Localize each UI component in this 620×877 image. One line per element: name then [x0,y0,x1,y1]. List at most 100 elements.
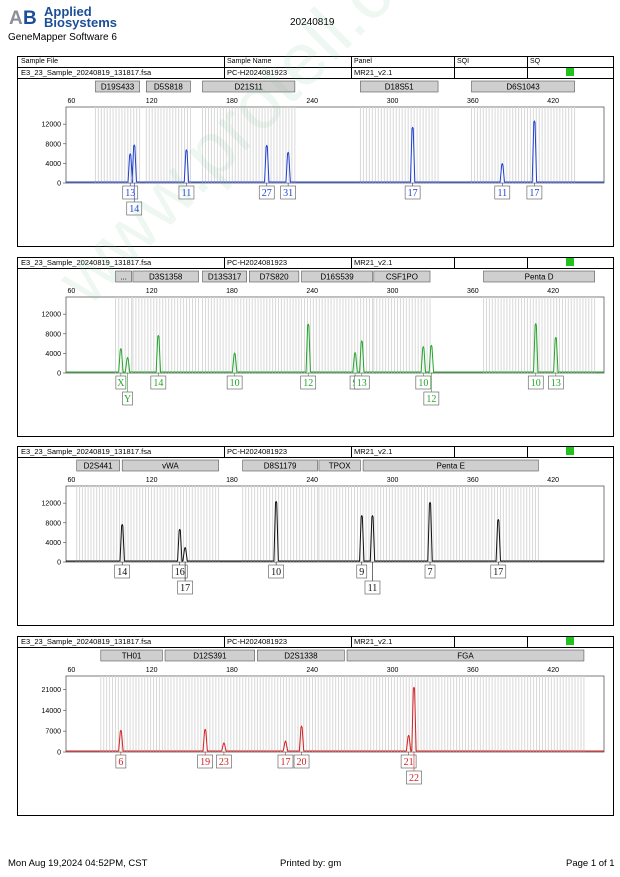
allele-call-label: 13 [125,188,135,199]
allele-call-label: 10 [418,378,428,389]
peak-apex [129,153,131,155]
locus-marker [249,270,300,283]
allele-call-box [115,375,127,390]
header-sample-name: Sample Name [227,58,272,65]
locus-marker [362,459,539,472]
report-date: 20240819 [290,17,335,28]
peak-apex [533,120,536,122]
locus-label: TPOX [329,462,351,471]
plot-area [65,296,605,374]
allele-call-label: 21 [404,757,414,768]
locus-marker [121,459,219,472]
electropherogram-panel-green: E3_23_Sample_20240819_131817.fsa PC-H202… [17,257,614,437]
allele-call-label: 13 [357,378,367,389]
allele-call-box [277,754,294,769]
peak-apex [429,502,431,504]
x-tick-label: 360 [467,667,479,674]
x-tick-label: 360 [467,477,479,484]
sample-file: E3_23_Sample_20240819_131817.fsa [21,68,152,77]
sample-info-row: E3_23_Sample_20240819_131817.fsa PC-H202… [18,637,613,648]
peak-apex [497,519,499,521]
allele-call-label: 17 [180,583,190,594]
sample-info-row: E3_23_Sample_20240819_131817.fsa PC-H202… [18,68,613,79]
locus-label: D6S1043 [506,83,540,92]
allele-call-box [494,185,511,200]
y-tick-label: 4000 [45,351,61,358]
plot-area [65,485,605,563]
locus-marker [164,649,256,662]
locus-label: Penta D [525,273,554,282]
x-tick-label: 420 [547,667,559,674]
locus-marker [115,270,132,283]
locus-marker [100,649,163,662]
allele-call-label: 14 [129,204,139,215]
allele-call-label: 22 [409,773,419,784]
allele-call-label: 19 [200,757,210,768]
quality-indicator [566,68,574,76]
allele-call-label: 10 [271,567,281,578]
allele-call-label: 17 [408,188,418,199]
peak-apex [284,740,287,742]
panel-name: MR21_v2.1 [354,447,393,456]
peak-apex [121,524,123,526]
allele-call-box [226,375,243,390]
locus-label: D18S51 [385,83,414,92]
x-tick-label: 60 [67,667,75,674]
y-tick-label: 7000 [45,729,61,736]
y-tick-label: 8000 [45,520,61,527]
quality-indicator [566,637,574,645]
locus-label: D16S539 [320,273,354,282]
peak-apex [501,163,503,165]
locus-marker [346,649,585,662]
allele-call-box [150,375,167,390]
peak-apex [371,515,374,517]
applied-biosystems-logo: A B [8,7,42,27]
x-tick-label: 120 [146,288,158,295]
allele-call-label: 11 [497,188,507,199]
allele-call-label: 27 [262,188,272,199]
locus-marker [242,459,318,472]
brand-name-line1: Applied [44,4,92,19]
y-tick-label: 21000 [42,687,62,694]
allele-call-box [364,580,381,595]
allele-call-label: X [117,378,125,389]
x-tick-label: 120 [146,98,158,105]
peak-apex [234,352,236,354]
svg-text:B: B [23,8,37,27]
x-tick-label: 300 [387,98,399,105]
peak-apex [287,152,289,154]
allele-call-box [415,375,432,390]
peak-apex [300,725,303,727]
locus-marker [471,80,575,93]
peak-apex [179,529,181,531]
locus-marker [95,80,140,93]
header-panel: Panel [354,58,372,65]
software-name: GeneMapper Software 6 [8,32,117,43]
peak-apex [354,352,356,354]
allele-call-label: 13 [551,378,561,389]
x-tick-label: 60 [67,98,75,105]
allele-call-label: Y [124,394,131,405]
x-tick-label: 420 [547,477,559,484]
header-sq: SQ [530,58,541,65]
locus-label: FGA [457,652,474,661]
allele-call-box [126,201,143,216]
allele-call-label: 7 [428,567,433,578]
quality-indicator [566,447,574,455]
header-sample-file: Sample File [21,58,58,65]
locus-label: D13S317 [208,273,242,282]
x-tick-label: 300 [387,667,399,674]
allele-call-box [171,564,188,579]
allele-call-label: 16 [175,567,185,578]
locus-marker [373,270,431,283]
locus-marker [202,80,296,93]
allele-call-box [353,375,370,390]
allele-call-box [424,564,436,579]
plot-area [65,106,605,184]
peak-apex [223,742,225,744]
locus-label: vWA [162,462,179,471]
x-tick-label: 240 [306,477,318,484]
footer-printed-by: Printed by: gm [280,858,342,869]
locus-label: Penta E [437,462,465,471]
allele-call-box [216,754,232,769]
